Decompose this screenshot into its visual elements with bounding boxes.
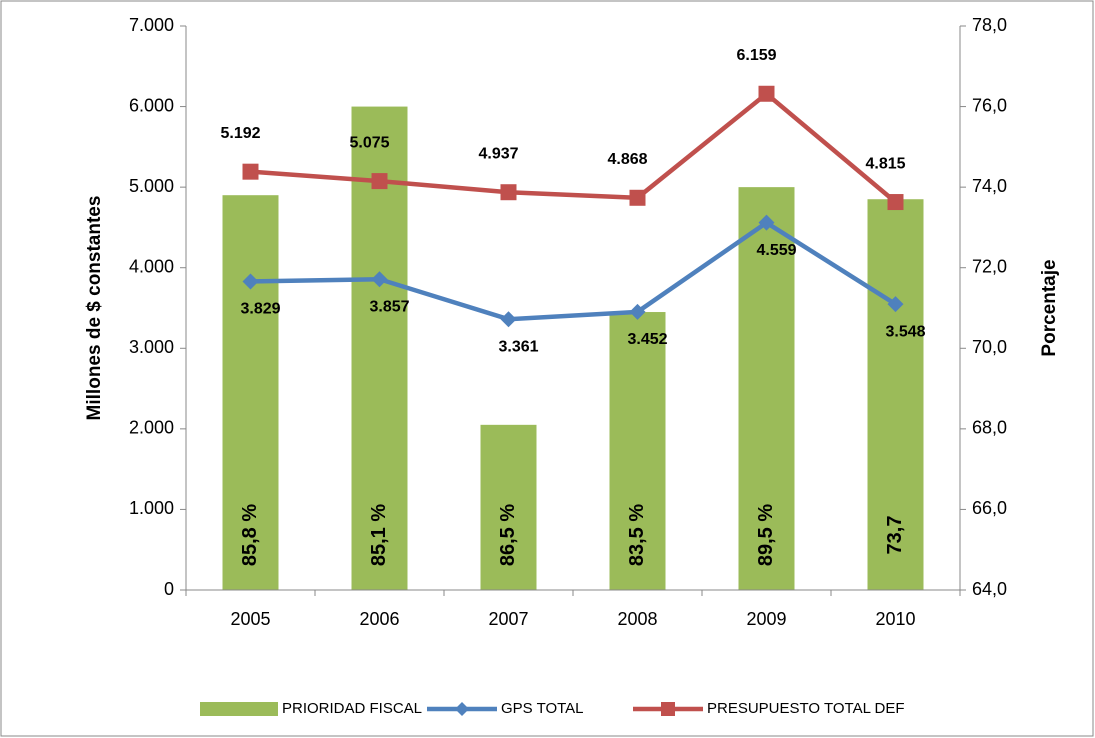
x-tick-label: 2005 — [230, 609, 270, 629]
annotation: 85,1 % — [368, 504, 390, 566]
data-label: 3.548 — [885, 323, 925, 340]
y-tick-label: 5.000 — [129, 176, 174, 196]
bar — [867, 199, 924, 590]
x-tick-label: 2006 — [359, 609, 399, 629]
y2-tick-label: 76,0 — [972, 95, 1007, 115]
x-tick-label: 2007 — [488, 609, 528, 629]
data-label: 3.829 — [240, 301, 280, 318]
data-label: 5.192 — [220, 125, 260, 142]
y-tick-label: 0 — [164, 579, 174, 599]
data-label: 3.857 — [369, 298, 409, 315]
legend-swatch — [200, 702, 278, 716]
y-tick-label: 4.000 — [129, 256, 174, 276]
y2-tick-label: 72,0 — [972, 256, 1007, 276]
x-tick-label: 2010 — [875, 609, 915, 629]
data-label: 5.075 — [349, 134, 389, 151]
data-label: 3.452 — [627, 331, 667, 348]
data-label: 4.815 — [865, 155, 905, 172]
y-tick-label: 3.000 — [129, 337, 174, 357]
x-tick-label: 2008 — [617, 609, 657, 629]
y-tick-label: 6.000 — [129, 95, 174, 115]
y2-tick-label: 66,0 — [972, 498, 1007, 518]
y2-tick-label: 68,0 — [972, 418, 1007, 438]
annotation: 86,5 % — [497, 504, 519, 566]
y2-axis-title: Porcentaje — [1039, 259, 1060, 356]
marker — [887, 194, 904, 211]
y2-tick-label: 64,0 — [972, 579, 1007, 599]
legend-marker — [455, 702, 469, 716]
data-label: 4.559 — [756, 242, 796, 259]
bar — [480, 424, 537, 590]
legend-label: PRIORIDAD FISCAL — [282, 700, 422, 717]
marker — [500, 311, 517, 328]
marker — [371, 271, 388, 288]
data-label: 6.159 — [736, 47, 776, 64]
y-axis-title: Millones de $ constantes — [84, 196, 105, 421]
annotation: 83,5 % — [626, 504, 648, 566]
y2-tick-label: 78,0 — [972, 15, 1007, 35]
marker — [371, 173, 388, 190]
legend-marker — [661, 702, 675, 716]
bar — [609, 312, 666, 590]
annotation: 73,7 — [884, 516, 906, 555]
marker — [629, 189, 646, 206]
data-label: 4.868 — [607, 151, 647, 168]
bar — [222, 195, 279, 590]
annotation: 85,8 % — [239, 504, 261, 566]
legend-label: PRESUPUESTO TOTAL DEF — [707, 700, 905, 717]
y-tick-label: 2.000 — [129, 418, 174, 438]
data-label: 4.937 — [478, 145, 518, 162]
line — [250, 90, 897, 204]
marker — [500, 184, 517, 201]
marker — [758, 214, 775, 231]
y-tick-label: 7.000 — [129, 15, 174, 35]
marker — [242, 273, 259, 290]
legend-label: GPS TOTAL — [501, 700, 584, 717]
marker — [758, 85, 775, 102]
y2-tick-label: 74,0 — [972, 176, 1007, 196]
annotation: 89,5 % — [755, 504, 777, 566]
marker — [887, 296, 904, 313]
bar — [738, 187, 795, 590]
line — [250, 219, 897, 322]
x-tick-label: 2009 — [746, 609, 786, 629]
marker — [242, 163, 259, 180]
y2-tick-label: 70,0 — [972, 337, 1007, 357]
data-label: 3.361 — [498, 338, 538, 355]
marker — [629, 303, 646, 320]
y-tick-label: 1.000 — [129, 498, 174, 518]
